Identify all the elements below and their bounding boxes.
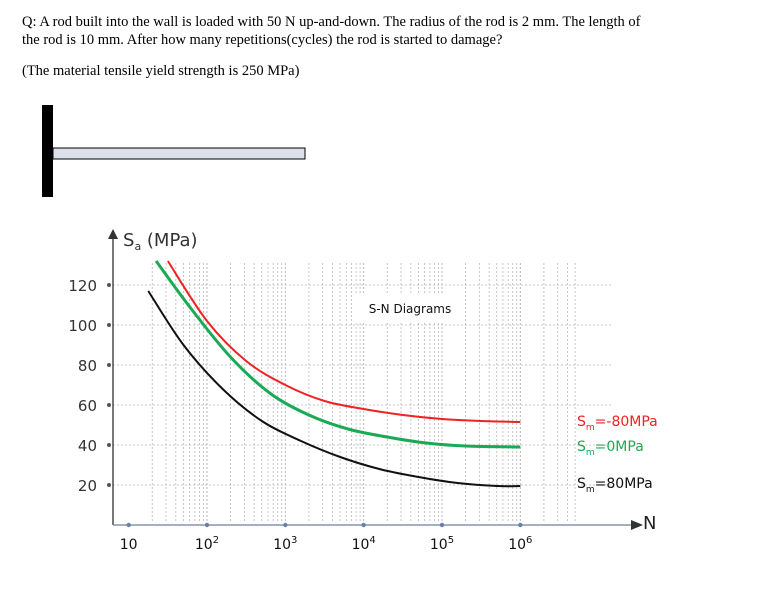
sn-curve-series-3 (147, 290, 521, 488)
y-tick-mark (107, 363, 111, 367)
y-axis-label: Sa (MPa) (123, 230, 198, 253)
x-tick-label: 106 (508, 535, 532, 553)
sn-diagram-chart: Sa (MPa) S-N Diagrams N 120 100 80 60 40 20 1… (68, 229, 658, 553)
x-tick-label: 103 (273, 535, 297, 553)
y-tick-mark (107, 403, 111, 407)
yield-strength-note: (The material tensile yield strength is … (22, 63, 300, 79)
x-tick-mark (518, 522, 523, 528)
y-tick-label: 120 (68, 277, 97, 295)
curves (147, 260, 521, 488)
cantilever-rod-figure (42, 105, 306, 197)
x-tick-label: 102 (195, 535, 219, 553)
question-text: Q: A rod built into the wall is loaded w… (22, 13, 742, 80)
x-tick-mark (204, 522, 210, 528)
x-tick-mark (439, 522, 445, 528)
sn-curve-series-2 (154, 260, 521, 449)
x-tick-mark (361, 522, 366, 528)
y-tick-mark (107, 483, 111, 487)
wall (42, 105, 53, 197)
x-axis-arrow (631, 520, 643, 530)
question-line-1: Q: A rod built into the wall is loaded w… (22, 14, 641, 30)
sn-curve-series-1 (166, 260, 521, 423)
x-tick-label: 105 (430, 535, 454, 553)
chart-title: S-N Diagrams (369, 302, 452, 316)
x-tick-label: 104 (352, 535, 376, 553)
curve-label-3: Sm=80MPa (577, 476, 653, 495)
grid (113, 263, 613, 523)
curve-labels: Sm=-80MPa Sm=0MPa Sm=80MPa (577, 414, 658, 495)
rod (52, 147, 306, 160)
y-tick-mark (107, 323, 111, 327)
y-tick-label: 100 (68, 317, 97, 335)
x-tick-mark (126, 522, 131, 528)
x-tick-mark (283, 522, 288, 528)
chart-title-backdrop (355, 295, 465, 321)
y-tick-mark (107, 443, 111, 447)
y-tick-label: 80 (78, 357, 97, 375)
y-axis-arrow (108, 229, 118, 239)
y-tick-labels: 120 100 80 60 40 20 (68, 277, 111, 495)
y-tick-label: 40 (78, 437, 97, 455)
curve-label-2: Sm=0MPa (577, 439, 644, 458)
x-tick-labels: 10 102 103 104 105 106 (120, 522, 532, 553)
y-tick-label: 60 (78, 397, 97, 415)
x-tick-label: 10 (120, 537, 138, 553)
y-tick-mark (107, 283, 111, 287)
curve-label-1: Sm=-80MPa (577, 414, 658, 433)
y-tick-label: 20 (78, 477, 97, 495)
axes (108, 229, 643, 530)
x-axis-label: N (643, 513, 656, 534)
question-line-2: the rod is 10 mm. After how many repetit… (22, 32, 503, 48)
